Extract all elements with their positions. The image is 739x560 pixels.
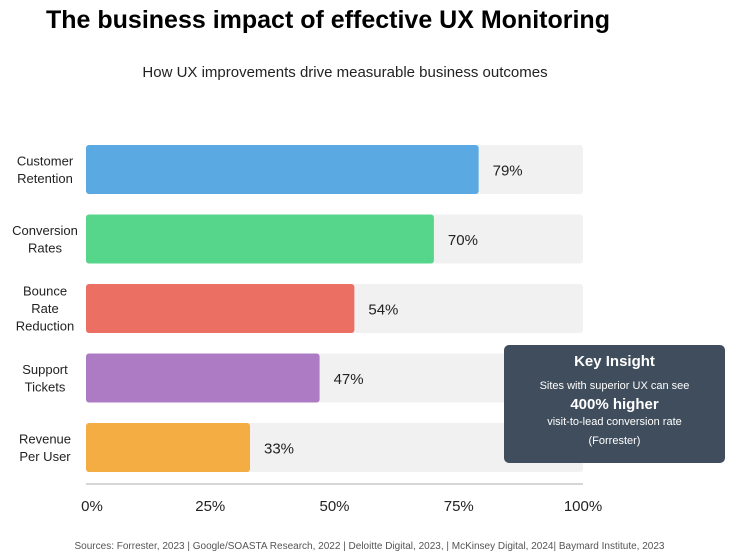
bar bbox=[86, 284, 355, 333]
sources-footnote: Sources: Forrester, 2023 | Google/SOASTA… bbox=[74, 541, 665, 552]
x-tick-label: 100% bbox=[564, 498, 602, 515]
category-label: Revenue bbox=[19, 431, 71, 446]
category-label: Rates bbox=[28, 240, 62, 255]
data-label: 54% bbox=[368, 302, 398, 319]
category-label: Rate bbox=[31, 301, 58, 316]
bar bbox=[86, 423, 251, 472]
bar bbox=[86, 353, 320, 403]
chart-subtitle: How UX improvements drive measurable bus… bbox=[142, 64, 548, 81]
data-label: 33% bbox=[264, 441, 294, 458]
insight-source: (Forrester) bbox=[588, 435, 641, 447]
data-label: 47% bbox=[334, 371, 364, 388]
data-label: 70% bbox=[448, 232, 478, 249]
category-label: Support bbox=[22, 362, 68, 377]
bar bbox=[86, 214, 434, 264]
x-tick-label: 0% bbox=[81, 498, 103, 515]
bar bbox=[86, 145, 479, 194]
category-label: Per User bbox=[19, 449, 71, 464]
category-label: Customer bbox=[17, 153, 74, 168]
insight-title: Key Insight bbox=[574, 353, 655, 370]
insight-line-2: visit-to-lead conversion rate bbox=[547, 416, 682, 428]
x-tick-label: 50% bbox=[319, 498, 349, 515]
category-label: Conversion bbox=[12, 223, 78, 238]
key-insight-box: Key Insight Sites with superior UX can s… bbox=[504, 345, 725, 463]
chart-title: The business impact of effective UX Moni… bbox=[46, 6, 610, 34]
category-label: Bounce bbox=[23, 284, 67, 299]
insight-line-1: Sites with superior UX can see bbox=[539, 380, 690, 392]
x-tick-label: 25% bbox=[195, 498, 225, 515]
data-label: 79% bbox=[493, 163, 523, 180]
category-label: Retention bbox=[17, 171, 73, 186]
category-label: Reduction bbox=[16, 319, 75, 334]
category-label: Tickets bbox=[25, 379, 66, 394]
x-tick-label: 75% bbox=[444, 498, 474, 515]
insight-highlight: 400% higher bbox=[570, 396, 659, 413]
